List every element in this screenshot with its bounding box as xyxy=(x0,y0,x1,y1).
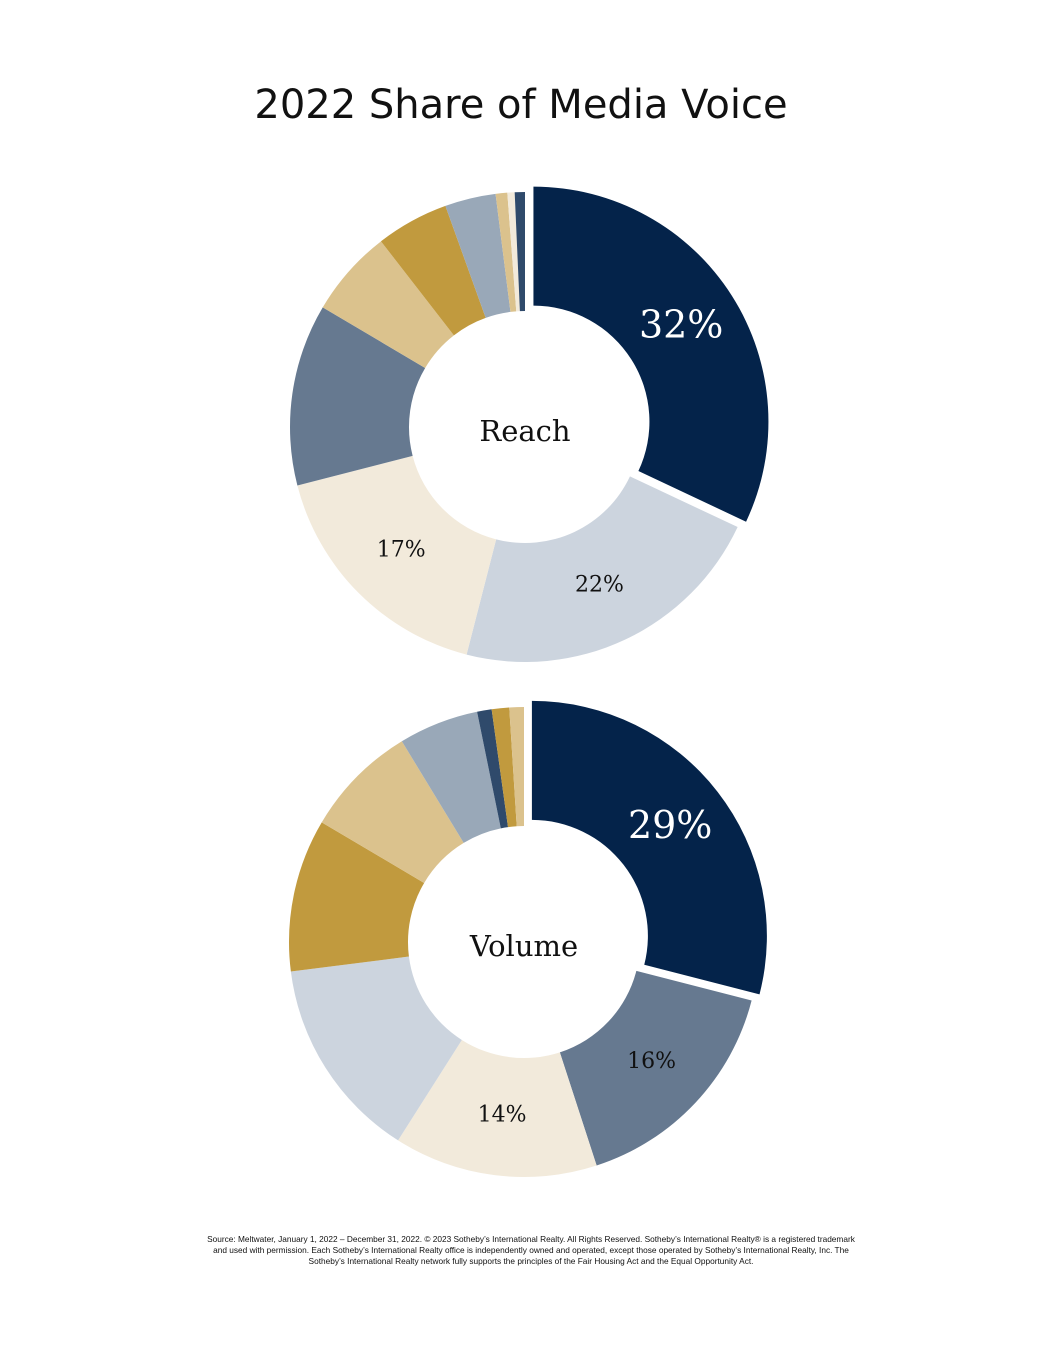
reach-slice-6 xyxy=(380,205,486,336)
volume-slice-4 xyxy=(290,956,462,1141)
reach-donut-chart: 32% 22% 17% Reach xyxy=(290,186,769,662)
reach-slice-7 xyxy=(445,193,511,318)
reach-slice-2 xyxy=(466,476,738,662)
reach-slice-3 xyxy=(297,455,497,655)
volume-value-label-3: 14% xyxy=(478,1103,527,1128)
reach-slice-8 xyxy=(495,192,517,312)
reach-slice-9 xyxy=(507,192,520,312)
source-footnote: Source: Meltwater, January 1, 2022 – Dec… xyxy=(207,1234,855,1267)
volume-slice-5 xyxy=(289,822,425,972)
reach-value-label-1: 32% xyxy=(639,302,723,346)
reach-slice-1 xyxy=(533,186,769,522)
volume-slice-9 xyxy=(491,707,517,828)
volume-center-label: Volume xyxy=(469,929,578,963)
volume-slice-6 xyxy=(321,741,464,883)
volume-slice-1 xyxy=(531,700,767,995)
volume-slice-3 xyxy=(398,1039,597,1177)
reach-center-label: Reach xyxy=(479,414,570,448)
reach-slice-10 xyxy=(514,192,525,312)
reach-slice-5 xyxy=(322,241,454,368)
reach-slice-4 xyxy=(290,307,426,486)
page-title: 2022 Share of Media Voice xyxy=(254,82,788,128)
volume-slice-7 xyxy=(401,711,501,843)
reach-value-label-3: 17% xyxy=(377,538,426,563)
volume-value-label-1: 29% xyxy=(628,803,712,847)
volume-slice-2 xyxy=(559,970,752,1166)
volume-donut-chart: 29% 16% 14% Volume xyxy=(289,700,767,1177)
reach-value-label-2: 22% xyxy=(575,572,624,597)
volume-slice-10 xyxy=(509,707,524,827)
volume-slice-8 xyxy=(477,709,509,829)
volume-value-label-2: 16% xyxy=(627,1049,676,1074)
